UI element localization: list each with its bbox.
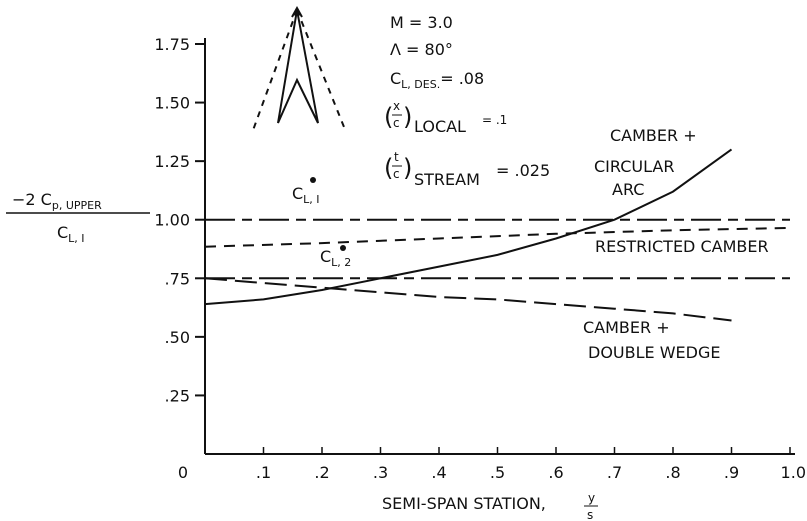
svg-text:c: c	[393, 167, 400, 181]
x-tick-label: .6	[548, 463, 563, 482]
x-tick-label: .9	[724, 463, 739, 482]
mach-number: M = 3.0	[390, 13, 453, 32]
x-ticks: 0 .1 .2 .3 .4 .5 .6 .7 .8 .9 1.0	[178, 447, 806, 482]
x-tick-label: .2	[314, 463, 329, 482]
label-circular-arc: CAMBER + CIRCULAR ARC	[594, 126, 697, 199]
svg-text:): )	[403, 103, 412, 131]
svg-text:CL, 2: CL, 2	[320, 247, 351, 269]
y-tick-label: .50	[165, 328, 190, 347]
series-line-1	[204, 277, 732, 322]
svg-text:CAMBER +: CAMBER +	[610, 126, 697, 145]
svg-text:y: y	[588, 491, 595, 505]
svg-text:(: (	[384, 154, 393, 182]
svg-text:x: x	[393, 99, 400, 113]
marker-cl2: CL, 2	[320, 245, 351, 269]
label-double-wedge: CAMBER + DOUBLE WEDGE	[583, 318, 720, 362]
y-tick-label: .75	[165, 269, 190, 288]
y-tick-label: 1.50	[154, 94, 190, 113]
y-tick-label: 1.75	[154, 35, 190, 54]
svg-text:t: t	[394, 150, 399, 164]
marker-cl1: CL, I	[292, 177, 320, 206]
wing-planform-sketch	[251, 5, 345, 134]
x-tick-label: .1	[256, 463, 271, 482]
series-line-0	[204, 148, 733, 306]
svg-text:CL, I: CL, I	[57, 223, 85, 245]
x-tick-label: .4	[431, 463, 446, 482]
y-tick-label: .25	[165, 386, 190, 405]
x-tick-label: .5	[490, 463, 505, 482]
svg-text:CL, I: CL, I	[292, 184, 320, 206]
local-position-ratio: ( x c ) LOCAL = .1	[384, 99, 507, 136]
x-tick-label: .7	[607, 463, 622, 482]
series-line-2	[204, 226, 791, 248]
svg-text:c: c	[393, 116, 400, 130]
svg-text:RESTRICTED CAMBER: RESTRICTED CAMBER	[595, 237, 769, 256]
svg-text:−2 Cp, UPPER: −2 Cp, UPPER	[12, 190, 102, 212]
y-tick-label: 1.00	[154, 211, 190, 230]
svg-text:ARC: ARC	[612, 180, 644, 199]
x-tick-label: .8	[665, 463, 680, 482]
svg-text:SEMI-SPAN STATION,: SEMI-SPAN STATION,	[382, 494, 546, 513]
x-tick-label: 1.0	[781, 463, 806, 482]
y-tick-label: 1.25	[154, 152, 190, 171]
x-tick-label: 0	[178, 463, 188, 482]
svg-text:DOUBLE WEDGE: DOUBLE WEDGE	[588, 343, 720, 362]
svg-text:): )	[403, 154, 412, 182]
series-lines	[204, 148, 791, 322]
svg-text:s: s	[587, 508, 593, 521]
svg-text:= .025: = .025	[496, 161, 550, 180]
y-axis-label: −2 Cp, UPPER CL, I	[6, 190, 150, 245]
thickness-ratio: ( t c ) STREAM = .025	[384, 150, 550, 189]
svg-text:STREAM: STREAM	[414, 170, 480, 189]
svg-text:CIRCULAR: CIRCULAR	[594, 157, 674, 176]
svg-text:LOCAL: LOCAL	[414, 117, 466, 136]
x-axis-label: SEMI-SPAN STATION, y s	[382, 491, 598, 521]
sweep-angle: Λ = 80°	[390, 40, 453, 59]
label-restricted-camber: RESTRICTED CAMBER	[595, 237, 769, 256]
x-tick-label: .3	[373, 463, 388, 482]
conditions-block: M = 3.0 Λ = 80° CL, DES.= .08 ( x c ) LO…	[384, 13, 550, 189]
svg-text:(: (	[384, 103, 393, 131]
svg-text:= .1: = .1	[482, 113, 507, 127]
svg-text:CAMBER +: CAMBER +	[583, 318, 670, 337]
y-ticks: .25 .50 .75 1.00 1.25 1.50 1.75	[154, 35, 205, 405]
design-lift-coefficient: CL, DES.= .08	[390, 69, 484, 91]
